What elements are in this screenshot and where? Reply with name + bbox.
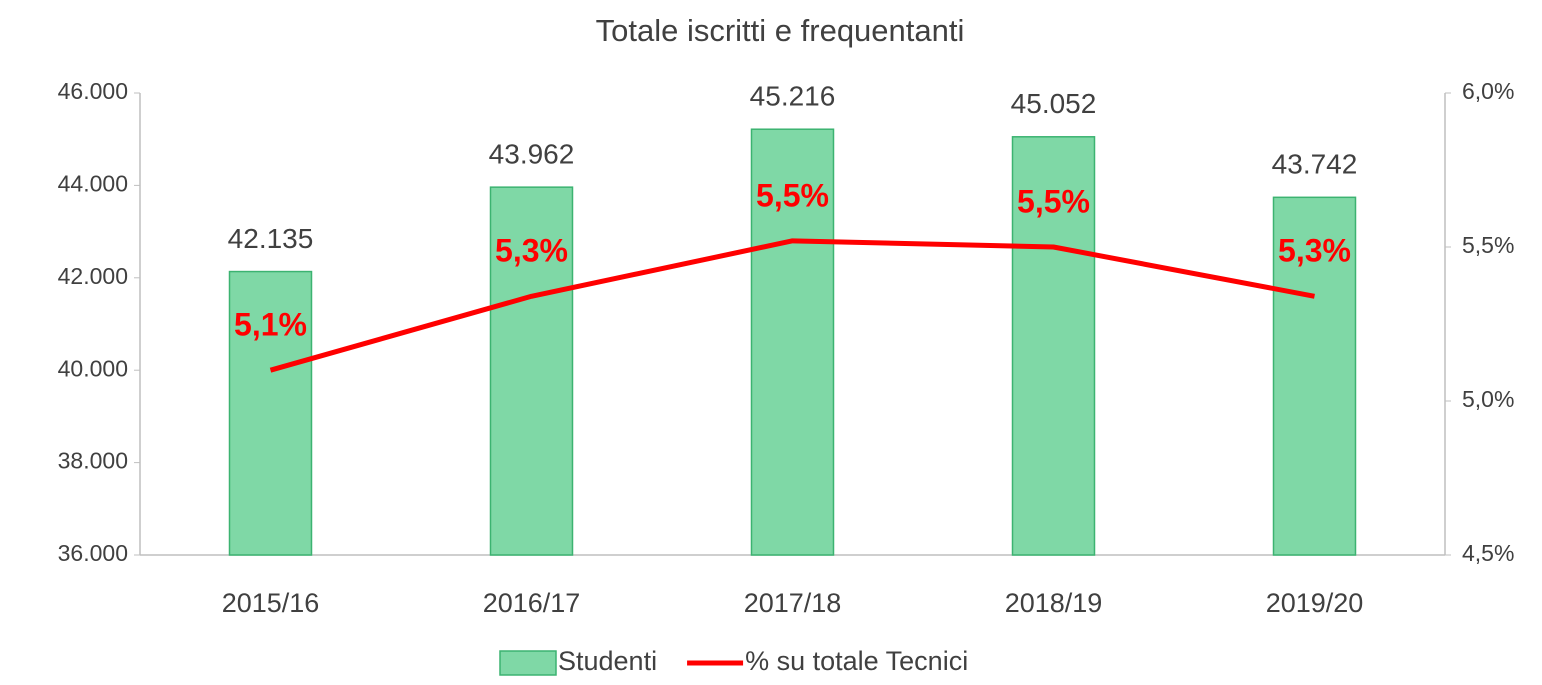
bar: [750, 128, 835, 556]
line: [269, 238, 1315, 373]
y-tick-label: 38.000: [58, 448, 128, 474]
x-tick-label: 2019/20: [1266, 588, 1364, 618]
x-tick-label: 2015/16: [222, 588, 320, 618]
bar-value-label: 45.052: [1011, 88, 1097, 119]
y2-tick-label: 4,5%: [1462, 540, 1514, 566]
line-value-label: 5,3%: [495, 233, 568, 269]
bar-value-label: 42.135: [228, 223, 314, 254]
x-tick-label: 2016/17: [483, 588, 581, 618]
y2-tick-label: 6,0%: [1462, 78, 1514, 104]
legend-swatch: [499, 650, 557, 676]
line-value-label: 5,5%: [756, 177, 829, 213]
x-tick-label: 2018/19: [1005, 588, 1103, 618]
bar-value-label: 43.742: [1272, 149, 1358, 180]
legend-label: % su totale Tecnici: [745, 646, 968, 676]
bar: [1272, 196, 1357, 556]
y-tick-label: 44.000: [58, 170, 128, 196]
y-tick-label: 42.000: [58, 263, 128, 289]
bar: [1011, 136, 1096, 556]
line-value-label: 5,1%: [234, 307, 307, 343]
line-value-label: 5,5%: [1017, 183, 1090, 219]
y2-tick-label: 5,5%: [1462, 232, 1514, 258]
bar-value-label: 45.216: [750, 81, 836, 112]
y-tick-label: 40.000: [58, 355, 128, 381]
bar-value-label: 43.962: [489, 139, 575, 170]
x-tick-label: 2017/18: [744, 588, 842, 618]
legend-label: Studenti: [558, 646, 657, 676]
bar: [489, 186, 574, 556]
y-tick-label: 36.000: [58, 540, 128, 566]
bar: [228, 270, 313, 556]
y-tick-label: 46.000: [58, 78, 128, 104]
chart-title: Totale iscritti e frequentanti: [596, 13, 965, 48]
y2-tick-label: 5,0%: [1462, 386, 1514, 412]
line-value-label: 5,3%: [1278, 233, 1351, 269]
